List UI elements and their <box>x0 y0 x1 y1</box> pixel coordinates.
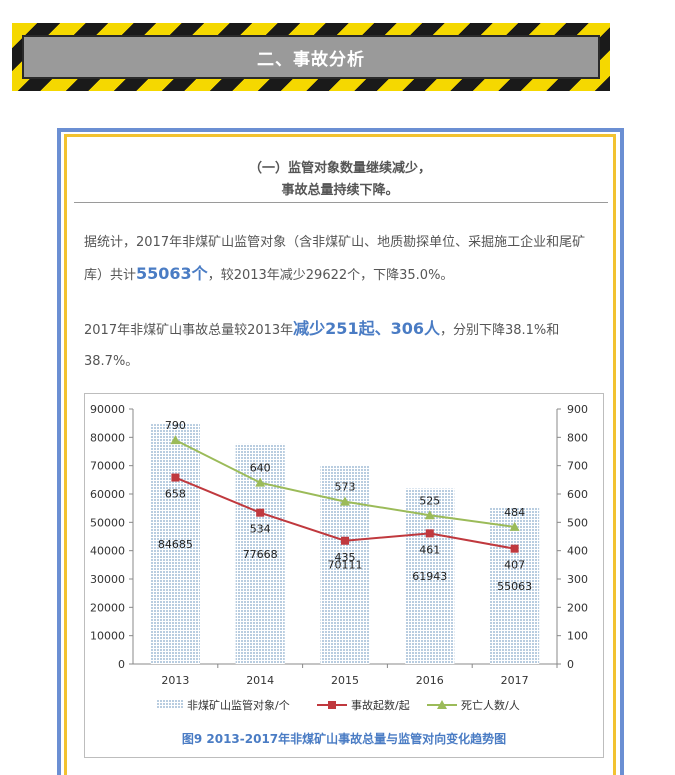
x-tick-label: 2013 <box>161 674 189 687</box>
y-right-tick-label: 300 <box>567 573 588 586</box>
section-subtitle: （一）监管对象数量继续减少， 事故总量持续下降。 <box>64 158 616 202</box>
bar-data-label: 84685 <box>158 538 193 551</box>
line-marker <box>341 536 349 545</box>
legend-swatch-bar <box>157 699 183 709</box>
line-marker <box>425 529 434 538</box>
bar-data-label: 77668 <box>243 548 278 561</box>
line-data-label: 640 <box>250 462 271 475</box>
line-marker <box>340 496 350 506</box>
line-data-label: 525 <box>419 494 440 507</box>
y-right-tick-label: 100 <box>567 630 588 643</box>
line-marker <box>171 473 180 482</box>
content-frame-outer <box>57 128 624 775</box>
bar <box>490 507 540 664</box>
y-left-tick-label: 30000 <box>90 573 125 586</box>
bar <box>150 424 200 664</box>
banner-title: 二、事故分析 <box>257 49 365 70</box>
legend-marker-deaths <box>437 700 447 709</box>
combo-chart: 0100002000030000400005000060000700008000… <box>90 403 588 746</box>
legend-marker-accidents <box>328 701 336 709</box>
y-left-tick-label: 20000 <box>90 601 125 614</box>
x-tick-label: 2015 <box>331 674 359 687</box>
line-data-label: 435 <box>335 551 356 564</box>
paragraph-2-text-a: 2017年非煤矿山事故总量较2013年 <box>84 323 294 338</box>
line-marker <box>424 510 435 520</box>
bar-data-label: 70111 <box>328 559 363 572</box>
y-right-tick-label: 400 <box>567 545 588 558</box>
line-marker <box>510 544 519 553</box>
chart-container: 0 10000 20000 30000 40000 50000 60000 70000 8000… <box>84 393 604 758</box>
y-left-tick-label: 90000 <box>90 403 125 416</box>
line-marker <box>170 435 181 445</box>
y-left-tick-label: 10000 <box>90 630 125 643</box>
legend-label-bar: 非煤矿山监管对象/个 <box>187 698 290 712</box>
section-banner: 二、事故分析 <box>22 35 600 79</box>
y-right-tick-label: 800 <box>567 431 588 444</box>
y-right-tick-label: 500 <box>567 516 588 529</box>
line-marker <box>256 508 265 517</box>
y-left-tick-label: 50000 <box>90 516 125 529</box>
y-right-tick-label: 900 <box>567 403 588 416</box>
line-data-label: 658 <box>165 488 186 501</box>
y-right-tick-label: 600 <box>567 488 588 501</box>
paragraph-2: 2017年非煤矿山事故总量较2013年减少251起、306人，分别下降38.1%… <box>84 313 604 377</box>
line-data-label: 573 <box>335 481 356 494</box>
divider <box>74 202 608 203</box>
y-left-tick-label: 80000 <box>90 431 125 444</box>
paragraph-2-text-b: ，分别下降38.1%和38.7%。 <box>84 323 560 369</box>
y-left-tick-label: 70000 <box>90 460 125 473</box>
line-marker <box>509 521 520 531</box>
y-left-tick-label: 60000 <box>90 488 125 501</box>
subtitle-line-1: （一）监管对象数量继续减少， <box>248 161 431 176</box>
paragraph-1: 据统计，2017年非煤矿山监管对象（含非煤矿山、地质勘探单位、采掘施工企业和尾矿… <box>84 227 604 291</box>
y-right-tick-label: 200 <box>567 601 588 614</box>
y-left-tick-label: 40000 <box>90 545 125 558</box>
legend-label-deaths: 死亡人数/人 <box>461 698 520 712</box>
x-tick-label: 2017 <box>501 674 529 687</box>
line-marker <box>255 477 266 487</box>
paragraph-1-highlight: 55063个 <box>136 264 208 283</box>
y-right-tick-label: 700 <box>567 460 588 473</box>
paragraph-2-highlight: 减少251起、306人 <box>293 319 440 338</box>
y-right-tick-label: 0 <box>567 658 574 671</box>
paragraph-1-text-a: 据统计，2017年非煤矿山监管对象（含非煤矿山、地质勘探单位、采掘施工企业和尾矿… <box>84 235 586 283</box>
line-data-label: 484 <box>504 506 525 519</box>
line-data-label: 461 <box>419 543 440 556</box>
line-data-label: 407 <box>504 559 525 572</box>
y-left-tick-label: 0 <box>118 658 125 671</box>
bar-data-label: 55063 <box>497 580 532 593</box>
line-data-label: 790 <box>165 419 186 432</box>
chart-title: 图9 2013-2017年非煤矿山事故总量与监管对向变化趋势图 <box>182 731 506 746</box>
paragraph-1-text-b: ，较2013年减少29622个，下降35.0%。 <box>207 268 454 283</box>
x-tick-label: 2014 <box>246 674 274 687</box>
legend-label-accidents: 事故起数/起 <box>351 698 410 712</box>
line-data-label: 534 <box>250 523 271 536</box>
subtitle-line-2: 事故总量持续下降。 <box>281 183 399 198</box>
bar-data-label: 61943 <box>412 570 447 583</box>
x-tick-label: 2016 <box>416 674 444 687</box>
